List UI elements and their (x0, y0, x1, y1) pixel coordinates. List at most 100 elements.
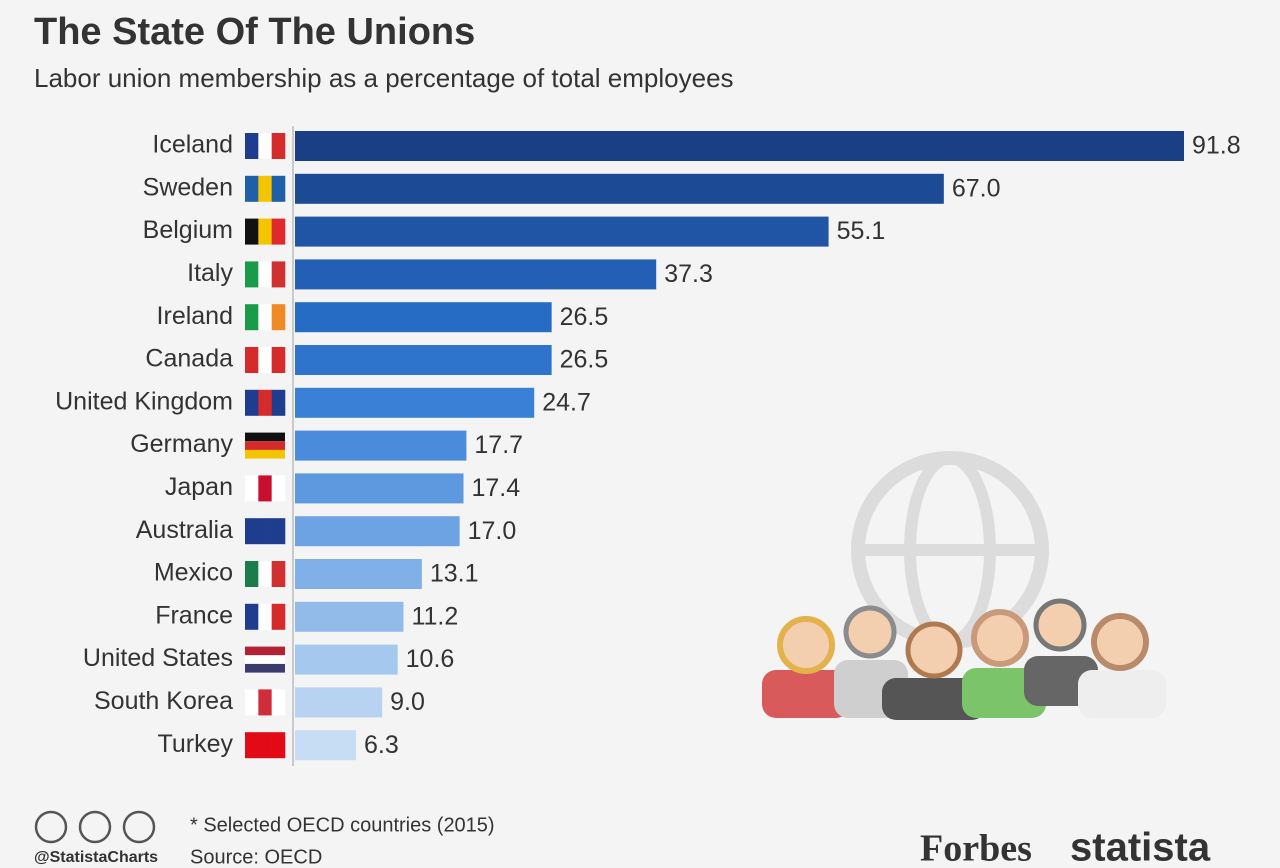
cc-icon (34, 810, 68, 844)
value-label: 6.3 (364, 731, 399, 759)
people (762, 598, 1166, 720)
category-label: Mexico (154, 559, 233, 587)
value-label: 10.6 (406, 645, 455, 673)
person-head (905, 621, 963, 679)
flag-stripe (245, 432, 285, 442)
person-body (1078, 670, 1166, 718)
value-label: 55.1 (837, 217, 886, 245)
person-head (1033, 598, 1087, 652)
person-body (882, 678, 986, 720)
flag-stripe (245, 518, 259, 545)
category-label: Canada (145, 345, 233, 373)
bar (295, 345, 552, 375)
person-head (777, 616, 835, 674)
flag-stripe (245, 441, 285, 450)
category-label: Iceland (152, 131, 233, 159)
flag-stripe (271, 175, 286, 202)
bar (295, 259, 657, 290)
category-label: Japan (165, 473, 233, 501)
value-label: 67.0 (952, 174, 1001, 202)
category-label: United Kingdom (55, 387, 233, 415)
flag-stripe (258, 261, 272, 288)
flag-stripe (271, 389, 286, 416)
person-head (971, 609, 1029, 667)
note: * Selected OECD countries (2015) (190, 814, 495, 836)
flag-stripe (245, 449, 285, 459)
flag-stripe (258, 304, 272, 331)
flag-stripe (271, 561, 286, 587)
credit: @StatistaCharts (34, 849, 158, 866)
illustration (762, 451, 1166, 720)
flag-stripe (271, 518, 286, 545)
category-label: South Korea (94, 687, 233, 715)
value-label: 24.7 (542, 388, 591, 416)
flag-stripe (258, 689, 272, 716)
nd-icon (122, 810, 156, 844)
category-label: United States (83, 644, 233, 672)
flag-stripe (271, 603, 286, 630)
chart-title: The State Of The Unions (34, 11, 475, 53)
source: Source: OECD (190, 846, 322, 868)
flag-stripe (271, 475, 286, 502)
flag-stripe (258, 561, 272, 587)
value-label: 26.5 (560, 346, 609, 374)
statista-logo: statista (1070, 826, 1211, 868)
forbes-logo: Forbes (920, 828, 1032, 868)
bar (295, 644, 398, 675)
value-label: 13.1 (430, 560, 479, 588)
bar (295, 687, 383, 718)
value-label: 17.4 (472, 474, 521, 502)
flag-stripe (245, 689, 259, 716)
value-label: 91.8 (1192, 132, 1241, 160)
person-body (762, 670, 850, 718)
value-label: 26.5 (560, 303, 609, 331)
flag-stripe (258, 218, 272, 245)
flag-stripe (245, 218, 259, 245)
flag-stripe (258, 347, 272, 373)
category-label: Turkey (158, 730, 234, 758)
flag-stripe (245, 389, 259, 416)
chart-subtitle: Labor union membership as a percentage o… (34, 63, 734, 93)
bar (295, 473, 464, 504)
flag-stripe (258, 518, 272, 545)
bar (295, 559, 422, 589)
value-label: 17.7 (474, 431, 523, 459)
flag-stripe (245, 261, 259, 288)
person-head (843, 605, 897, 659)
category-label: Australia (136, 516, 233, 544)
flag-stripe (245, 646, 285, 656)
bar (295, 302, 552, 333)
bar (295, 601, 404, 632)
flag-stripe (258, 389, 272, 416)
flag-stripe (271, 304, 286, 331)
flag-stripe (271, 133, 286, 159)
bar (295, 730, 357, 761)
flag-stripe (258, 603, 272, 630)
category-label: Belgium (143, 216, 233, 244)
flag-stripe (258, 133, 272, 159)
category-label: Sweden (143, 173, 233, 201)
value-label: 11.2 (411, 602, 458, 630)
person-head (1091, 613, 1149, 671)
category-label: France (155, 601, 233, 629)
flag-stripe (271, 732, 286, 759)
bar (295, 387, 535, 418)
flag-stripe (271, 218, 286, 245)
flag-stripe (245, 133, 259, 159)
flag-stripe (245, 603, 259, 630)
flag-stripe (245, 561, 259, 587)
bar (295, 216, 829, 247)
flag-stripe (245, 475, 259, 502)
category-label: Germany (130, 430, 233, 458)
flag-stripe (245, 304, 259, 331)
flag-stripe (271, 347, 286, 373)
flag-stripe (245, 655, 285, 664)
flag-stripe (271, 689, 286, 716)
bar (295, 173, 944, 204)
flag-stripe (245, 175, 259, 202)
category-label: Italy (187, 259, 233, 287)
by-icon (78, 810, 112, 844)
flag-stripe (258, 732, 272, 759)
bar (295, 131, 1184, 161)
